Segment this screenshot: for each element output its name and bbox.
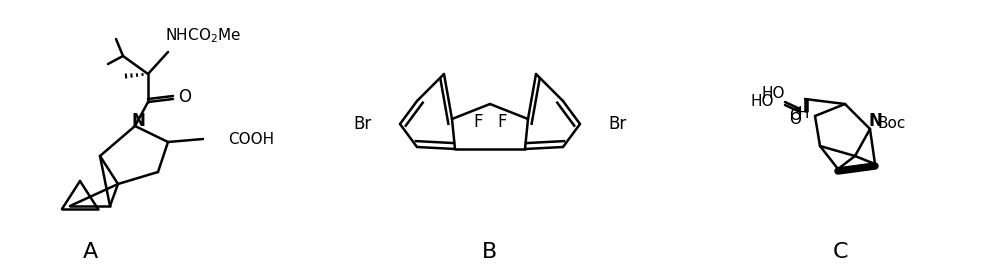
Text: B: B bbox=[482, 242, 498, 262]
Text: O: O bbox=[789, 107, 801, 122]
Text: COOH: COOH bbox=[228, 132, 274, 147]
Text: C: C bbox=[832, 242, 848, 262]
Text: O: O bbox=[789, 112, 801, 127]
Text: H: H bbox=[797, 107, 809, 121]
Text: Br: Br bbox=[354, 115, 372, 133]
Text: O: O bbox=[178, 88, 192, 106]
Text: Boc: Boc bbox=[878, 116, 906, 132]
Text: F: F bbox=[473, 113, 483, 131]
Text: Br: Br bbox=[608, 115, 626, 133]
Text: HO: HO bbox=[750, 95, 774, 110]
Text: N: N bbox=[131, 112, 145, 130]
Text: NHCO$_2$Me: NHCO$_2$Me bbox=[165, 27, 241, 45]
Text: N: N bbox=[868, 112, 882, 130]
Text: F: F bbox=[497, 113, 507, 131]
Text: HO: HO bbox=[762, 87, 785, 101]
Text: A: A bbox=[82, 242, 98, 262]
